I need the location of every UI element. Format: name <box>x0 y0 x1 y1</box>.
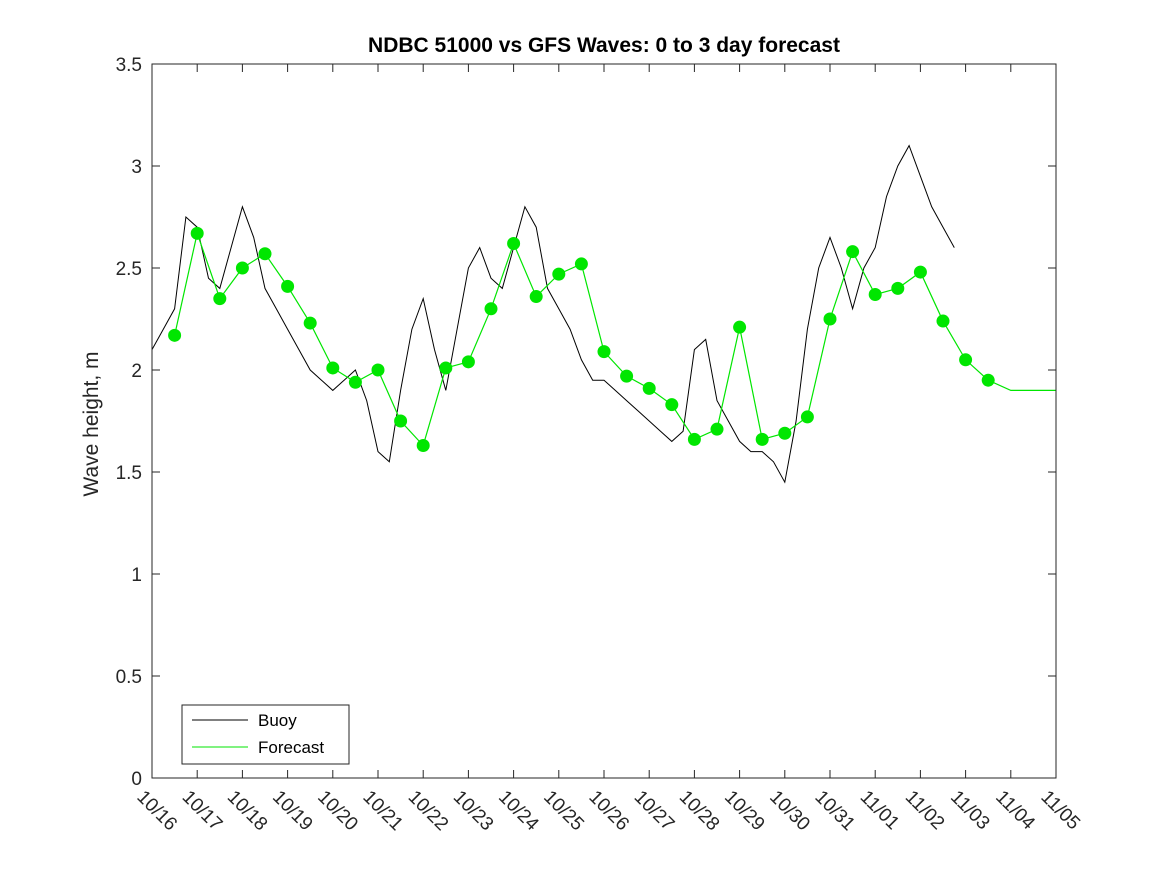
forecast-point <box>507 237 521 251</box>
plot-area <box>151 144 1056 484</box>
forecast-point <box>800 410 814 424</box>
x-tick-label: 10/31 <box>810 787 858 835</box>
x-tick-label: 10/30 <box>765 787 813 835</box>
y-axis-label: Wave height, m <box>80 351 103 496</box>
y-tick-labels: 0 0.5 1 1.5 2 2.5 3 3.5 <box>116 55 142 790</box>
forecast-point <box>529 290 543 304</box>
forecast-point <box>574 257 588 271</box>
forecast-point <box>213 292 227 306</box>
x-tick-label: 10/22 <box>404 787 452 835</box>
forecast-point <box>484 302 498 316</box>
x-tick-label: 11/02 <box>901 787 948 834</box>
x-tick-labels: 10/1610/1710/1810/1910/2010/2110/2210/23… <box>132 787 1083 836</box>
y-tick-label: 2 <box>131 361 142 382</box>
forecast-point <box>394 414 408 428</box>
y-tick-label: 0 <box>131 769 142 790</box>
forecast-point <box>891 281 905 295</box>
x-tick-label: 10/20 <box>313 787 361 835</box>
forecast-point <box>258 247 272 261</box>
forecast-point <box>710 422 724 436</box>
x-tick-label: 11/03 <box>946 787 993 834</box>
x-tick-label: 10/23 <box>449 787 497 835</box>
y-tick-label: 3.5 <box>116 55 142 76</box>
chart-title: NDBC 51000 vs GFS Waves: 0 to 3 day fore… <box>368 34 840 57</box>
forecast-point <box>597 345 611 359</box>
x-tick-label: 11/05 <box>1036 787 1083 834</box>
x-tick-label: 11/01 <box>856 787 903 834</box>
axes-box <box>151 63 1057 779</box>
axes <box>151 63 1057 779</box>
legend: Buoy Forecast <box>181 704 350 765</box>
legend-box <box>181 704 350 765</box>
forecast-point <box>620 369 634 383</box>
forecast-point <box>981 373 995 387</box>
forecast-point <box>733 320 747 334</box>
y-tick-label: 0.5 <box>116 667 142 688</box>
forecast-point <box>416 438 430 452</box>
y-tick-label: 3 <box>131 157 142 178</box>
forecast-point <box>168 328 182 342</box>
forecast-point <box>190 226 204 240</box>
forecast-point <box>687 432 701 446</box>
x-tick-label: 10/17 <box>178 787 226 835</box>
buoy-line <box>151 144 955 484</box>
forecast-point <box>642 381 656 395</box>
forecast-point <box>846 245 860 259</box>
forecast-point <box>439 361 453 375</box>
forecast-point <box>755 432 769 446</box>
x-tick-label: 11/04 <box>991 787 1039 835</box>
x-tick-label: 10/28 <box>675 787 723 835</box>
forecast-point <box>303 316 317 330</box>
forecast-point <box>235 261 249 275</box>
forecast-point <box>913 265 927 279</box>
forecast-point <box>326 361 340 375</box>
forecast-point <box>959 353 973 367</box>
forecast-point <box>281 279 295 293</box>
x-tick-label: 10/29 <box>720 787 768 835</box>
forecast-point <box>348 375 362 389</box>
x-tick-label: 10/26 <box>584 787 632 835</box>
forecast-point <box>552 267 566 281</box>
x-tick-label: 10/19 <box>268 787 316 835</box>
legend-buoy-label: Buoy <box>258 711 297 730</box>
x-tick-label: 10/16 <box>132 787 180 835</box>
forecast-point <box>665 398 679 412</box>
x-tick-label: 10/18 <box>223 787 271 835</box>
y-tick-label: 2.5 <box>116 259 142 280</box>
forecast-point <box>778 426 792 440</box>
forecast-point <box>371 363 385 377</box>
forecast-point <box>936 314 950 328</box>
x-tick-label: 10/21 <box>358 787 406 835</box>
forecast-point <box>868 288 882 302</box>
y-tick-label: 1.5 <box>116 463 142 484</box>
forecast-point <box>823 312 837 326</box>
legend-forecast-label: Forecast <box>258 738 324 757</box>
x-tick-label: 10/27 <box>630 787 678 835</box>
forecast-point <box>461 355 475 369</box>
x-tick-label: 10/24 <box>494 787 543 836</box>
forecast-line <box>174 231 1056 447</box>
y-tick-label: 1 <box>131 565 142 586</box>
x-tick-label: 10/25 <box>539 787 587 835</box>
